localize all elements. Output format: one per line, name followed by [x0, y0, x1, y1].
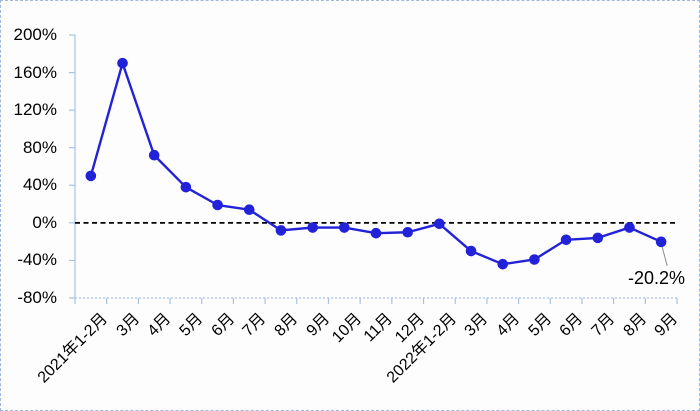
data-point-marker	[592, 232, 604, 244]
data-point-marker	[655, 236, 667, 248]
y-axis-tick-label: 40%	[22, 175, 57, 195]
annotation-leader-line	[661, 246, 668, 266]
data-point-marker	[624, 222, 635, 233]
data-point-marker	[148, 149, 160, 161]
y-axis-tick-label: 0%	[32, 212, 57, 232]
y-axis-tick-label: 120%	[13, 100, 57, 120]
data-point-marker	[307, 222, 318, 233]
data-label: -20.2%	[628, 268, 686, 288]
y-axis-tick-label: 80%	[22, 137, 57, 157]
y-axis-tick-label: 160%	[13, 62, 57, 82]
data-point-marker	[497, 258, 509, 270]
data-point-marker	[370, 227, 382, 239]
y-axis-tick-label: -40%	[17, 250, 57, 270]
data-point-marker	[465, 245, 477, 257]
data-point-marker	[275, 225, 287, 236]
data-point-marker	[212, 199, 223, 211]
y-axis-tick-label: 200%	[13, 25, 57, 44]
data-point-marker	[402, 226, 413, 238]
data-point-marker	[243, 204, 255, 216]
data-point-marker	[560, 234, 572, 246]
data-point-marker	[529, 254, 540, 265]
data-point-marker	[339, 222, 350, 233]
data-point-marker	[117, 57, 128, 69]
data-point-marker	[434, 218, 445, 230]
y-axis-tick-label: -80%	[17, 288, 57, 307]
data-point-marker	[85, 170, 97, 182]
data-point-marker	[180, 181, 192, 193]
